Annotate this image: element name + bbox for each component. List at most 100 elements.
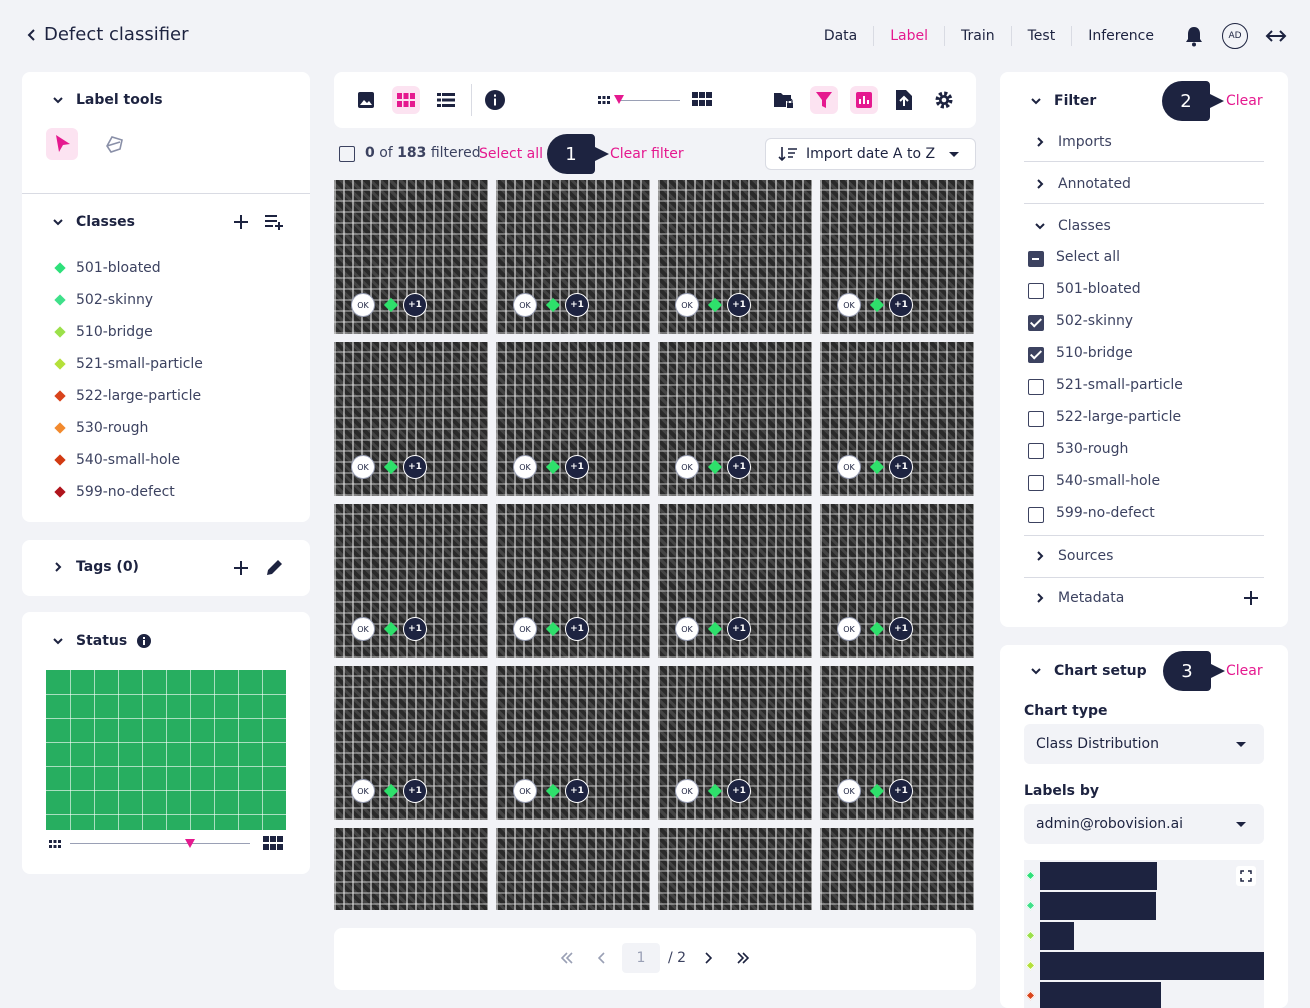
list-view-button[interactable] xyxy=(432,86,460,114)
select-tool-button[interactable] xyxy=(46,128,78,160)
chart-clear-link[interactable]: Clear xyxy=(1226,663,1263,679)
sort-dropdown[interactable]: Import date A to Z xyxy=(765,138,976,170)
settings-button[interactable] xyxy=(930,86,958,114)
class-item[interactable]: 599-no-defect xyxy=(54,484,175,500)
zoom-slider-track[interactable] xyxy=(70,843,250,844)
image-thumbnail[interactable] xyxy=(820,828,974,910)
class-item[interactable]: 501-bloated xyxy=(54,260,161,276)
class-item[interactable]: 510-bridge xyxy=(54,324,153,340)
filter-clear-link[interactable]: Clear xyxy=(1226,93,1263,109)
export-button[interactable] xyxy=(890,86,918,114)
tab-label[interactable]: Label xyxy=(874,26,946,46)
chart-button[interactable] xyxy=(850,86,878,114)
image-thumbnail[interactable]: OK +1 xyxy=(658,180,812,334)
folder-lock-button[interactable] xyxy=(770,86,798,114)
tab-data[interactable]: Data xyxy=(808,26,875,46)
image-thumbnail[interactable] xyxy=(658,828,812,910)
class-checkbox[interactable] xyxy=(1028,379,1044,395)
filter-section-sources[interactable]: Sources xyxy=(1034,548,1113,564)
large-grid-icon[interactable] xyxy=(263,836,283,850)
class-checkbox[interactable] xyxy=(1028,315,1044,331)
plus-icon[interactable] xyxy=(1243,590,1259,606)
select-all-link[interactable]: Select all xyxy=(479,146,543,162)
plus-icon[interactable] xyxy=(233,560,249,576)
image-thumbnail[interactable]: OK +1 xyxy=(334,342,488,496)
label-tools-header[interactable]: Label tools xyxy=(52,92,163,108)
plus-icon[interactable] xyxy=(233,214,249,230)
status-header[interactable]: Status xyxy=(52,633,152,649)
image-thumbnail[interactable]: OK +1 xyxy=(820,504,974,658)
tab-train[interactable]: Train xyxy=(945,26,1012,46)
first-page-icon[interactable] xyxy=(560,952,574,964)
class-item[interactable]: 521-small-particle xyxy=(54,356,203,372)
filter-button[interactable] xyxy=(810,86,838,114)
class-item[interactable]: 522-large-particle xyxy=(54,388,201,404)
small-grid-icon[interactable] xyxy=(49,840,61,849)
expand-arrows-icon[interactable] xyxy=(1264,24,1288,48)
image-thumbnail[interactable]: OK +1 xyxy=(496,342,650,496)
chart-bar[interactable] xyxy=(1040,922,1074,950)
tags-header[interactable]: Tags (0) xyxy=(52,559,139,575)
add-list-icon[interactable] xyxy=(264,213,284,231)
large-grid-icon[interactable] xyxy=(692,92,712,106)
pencil-icon[interactable] xyxy=(264,558,284,578)
clear-filter-link[interactable]: Clear filter xyxy=(610,146,684,162)
image-thumbnail[interactable]: OK +1 xyxy=(496,666,650,820)
image-thumbnail[interactable]: OK +1 xyxy=(658,666,812,820)
filter-section-classes[interactable]: Classes xyxy=(1034,218,1111,234)
image-thumbnail[interactable]: OK +1 xyxy=(496,180,650,334)
classes-header[interactable]: Classes xyxy=(52,214,135,230)
class-checkbox[interactable] xyxy=(1028,411,1044,427)
class-checkbox[interactable] xyxy=(1028,443,1044,459)
chart-bar[interactable] xyxy=(1040,862,1157,890)
next-page-icon[interactable] xyxy=(704,952,712,964)
last-page-icon[interactable] xyxy=(736,952,750,964)
image-thumbnail[interactable]: OK +1 xyxy=(820,180,974,334)
filter-section-metadata[interactable]: Metadata xyxy=(1034,590,1124,606)
image-thumbnail[interactable]: OK +1 xyxy=(820,342,974,496)
class-item[interactable]: 502-skinny xyxy=(54,292,153,308)
chart-setup-header[interactable]: Chart setup xyxy=(1030,663,1147,679)
info-button[interactable] xyxy=(481,86,509,114)
bell-icon[interactable] xyxy=(1182,24,1206,48)
chart-type-dropdown[interactable]: Class Distribution xyxy=(1024,724,1264,764)
labels-by-dropdown[interactable]: admin@robovision.ai xyxy=(1024,804,1264,844)
grid-view-button[interactable] xyxy=(392,86,420,114)
image-thumbnail[interactable]: OK +1 xyxy=(658,342,812,496)
polygon-tool-button[interactable] xyxy=(98,128,130,160)
tab-inference[interactable]: Inference xyxy=(1088,28,1154,44)
select-all-checkbox[interactable] xyxy=(1028,251,1044,267)
class-checkbox[interactable] xyxy=(1028,475,1044,491)
class-item[interactable]: 530-rough xyxy=(54,420,148,436)
small-grid-icon[interactable] xyxy=(598,96,610,105)
filter-section-imports[interactable]: Imports xyxy=(1034,134,1112,150)
image-thumbnail[interactable] xyxy=(496,828,650,910)
back-link[interactable]: Defect classifier xyxy=(26,24,189,45)
image-thumbnail[interactable]: OK +1 xyxy=(334,666,488,820)
thumb-size-handle[interactable] xyxy=(614,95,624,104)
image-thumbnail[interactable] xyxy=(334,828,488,910)
image-thumbnail[interactable]: OK +1 xyxy=(496,504,650,658)
thumb-size-slider[interactable] xyxy=(618,100,680,101)
chart-bar[interactable] xyxy=(1040,952,1264,980)
image-thumbnail[interactable]: OK +1 xyxy=(334,504,488,658)
class-checkbox[interactable] xyxy=(1028,347,1044,363)
image-thumbnail[interactable]: OK +1 xyxy=(658,504,812,658)
select-all-checkbox[interactable] xyxy=(339,146,355,162)
fullscreen-icon[interactable] xyxy=(1236,866,1256,886)
zoom-slider-handle[interactable] xyxy=(185,839,195,848)
single-view-button[interactable] xyxy=(352,86,380,114)
filter-section-annotated[interactable]: Annotated xyxy=(1034,176,1131,192)
image-thumbnail[interactable]: OK +1 xyxy=(820,666,974,820)
tab-test[interactable]: Test xyxy=(1012,26,1073,46)
chart-bar[interactable] xyxy=(1040,892,1156,920)
prev-page-icon[interactable] xyxy=(598,952,606,964)
filter-header[interactable]: Filter xyxy=(1030,93,1096,109)
info-icon[interactable] xyxy=(137,634,152,648)
class-checkbox[interactable] xyxy=(1028,283,1044,299)
image-thumbnail[interactable]: OK +1 xyxy=(334,180,488,334)
class-item[interactable]: 540-small-hole xyxy=(54,452,180,468)
avatar[interactable]: AD xyxy=(1222,23,1248,49)
chart-bar[interactable] xyxy=(1040,982,1161,1008)
page-input[interactable]: 1 xyxy=(622,943,660,973)
